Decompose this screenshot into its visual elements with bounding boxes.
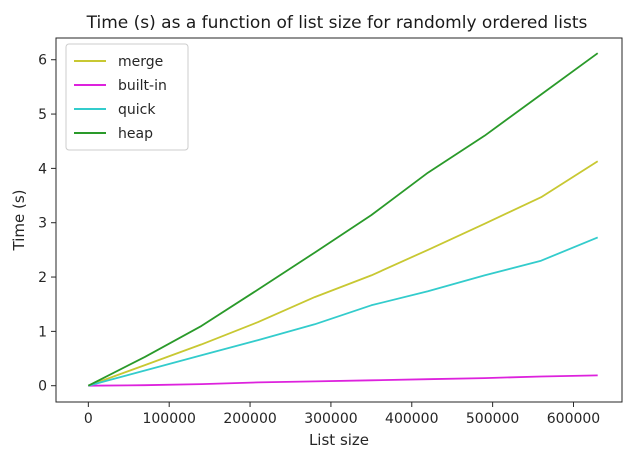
- y-tick-label: 5: [38, 107, 47, 123]
- x-tick-label: 200000: [223, 411, 276, 427]
- y-tick-label: 1: [38, 324, 47, 340]
- y-tick-label: 2: [38, 270, 47, 286]
- y-tick-label: 6: [38, 53, 47, 69]
- x-tick-label: 400000: [385, 411, 438, 427]
- legend-box: [65, 43, 189, 151]
- x-tick-label: 300000: [304, 411, 357, 427]
- y-tick-label: 4: [38, 161, 47, 177]
- x-tick-label: 0: [84, 411, 93, 427]
- series-line-merge: [87, 160, 599, 387]
- legend-label: merge: [118, 54, 163, 70]
- series-line-quick: [88, 236, 599, 387]
- x-axis-label: List size: [309, 431, 369, 449]
- y-tick-label: 0: [38, 379, 47, 395]
- x-tick-label: 600000: [547, 411, 600, 427]
- legend-label: heap: [118, 126, 153, 142]
- x-tick-label: 100000: [142, 411, 195, 427]
- legend-label: quick: [118, 102, 156, 118]
- series-line-heap: [87, 52, 599, 387]
- legend-label: built-in: [118, 78, 167, 94]
- x-tick-label: 500000: [466, 411, 519, 427]
- x-axis: 0 100000 200000 300000 400000 500000 600000: [84, 402, 600, 427]
- chart-title: Time (s) as a function of list size for …: [86, 13, 588, 33]
- y-axis-label: Time (s): [10, 190, 28, 252]
- legend: merge built-in quick heap: [65, 43, 189, 151]
- plot-lines: [87, 52, 599, 387]
- series-line-built-in: [88, 374, 598, 387]
- y-tick-label: 3: [38, 216, 47, 232]
- y-axis: 0 1 2 3 4 5 6: [38, 53, 56, 395]
